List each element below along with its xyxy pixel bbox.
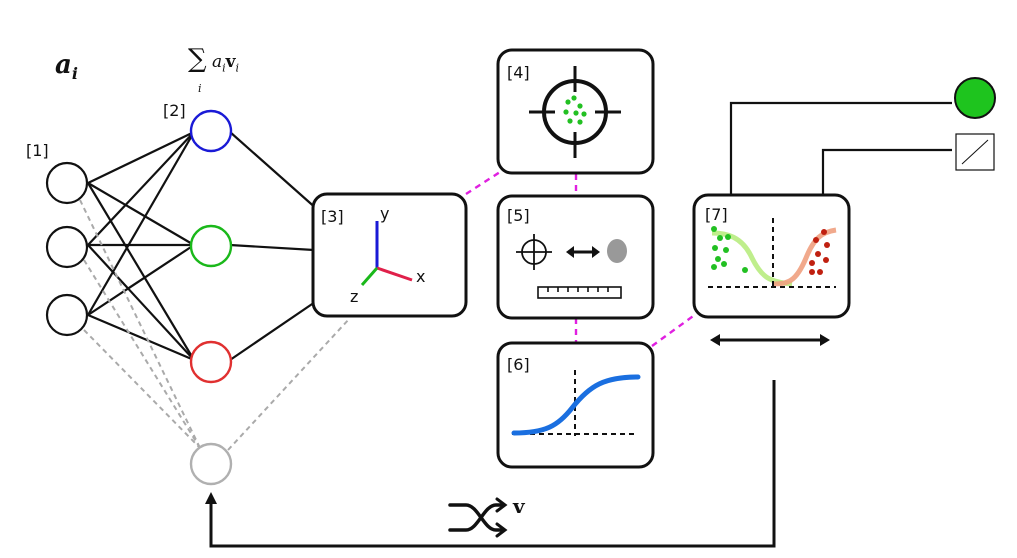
sum-symbol: ∑: [188, 44, 207, 74]
hidden-box3-connections: [229, 131, 319, 361]
hidden-node-red: [189, 340, 233, 384]
small-crosshair-icon: [516, 234, 552, 270]
range-double-arrow-icon: [710, 334, 830, 346]
activation-subscript: i: [71, 64, 78, 84]
sum-index: i: [198, 82, 202, 95]
crosshair-icon: [529, 66, 621, 158]
feedback-loop: [209, 380, 776, 548]
input-node-1: [45, 161, 89, 205]
step-label-7: [7]: [705, 205, 728, 224]
step-label-2: [2]: [163, 101, 186, 120]
activation-symbol: a: [55, 50, 72, 80]
classifier-axes: [708, 218, 836, 288]
sum-v-subscript: i: [235, 61, 240, 75]
double-arrow-icon: [566, 246, 600, 258]
gray-node-connections: [79, 199, 351, 451]
output-connectors: [729, 101, 952, 195]
axis-x-label: x: [416, 267, 425, 286]
axis-y-label: y: [380, 204, 389, 223]
step-label-4: [4]: [507, 63, 530, 82]
red-class-dots: [809, 229, 830, 275]
input-hidden-connections: [87, 131, 195, 362]
sum-a-subscript: i: [222, 61, 226, 75]
sum-v: v: [225, 52, 236, 72]
shuffle-vector-label: v: [513, 494, 525, 518]
axes-3d-icon: [360, 221, 413, 286]
step-label-1: [1]: [26, 141, 49, 160]
box-3-embedding: [311, 192, 468, 318]
hidden-node-green: [189, 224, 233, 268]
sum-a: a: [211, 52, 223, 72]
step-label-6: [6]: [507, 355, 530, 374]
shuffle-icon: [448, 497, 508, 538]
sum-label: ∑ aivi: [188, 44, 239, 74]
target-hits: [563, 95, 587, 125]
sigmoid-curve: [511, 374, 641, 436]
activation-label: ai: [55, 50, 78, 83]
input-node-3: [45, 293, 89, 337]
green-class-dots: [711, 226, 748, 273]
diagonal-box-output-icon: [955, 133, 995, 171]
step-label-5: [5]: [507, 206, 530, 225]
magenta-links: [465, 170, 697, 347]
green-dot-output-icon: [954, 77, 996, 119]
feedback-arrowhead: [205, 492, 217, 504]
hidden-node-blue: [189, 109, 233, 153]
ruler-icon: [537, 286, 622, 299]
axis-z-label: z: [350, 287, 358, 306]
hidden-node-gray: [189, 442, 233, 486]
gray-target-dot: [607, 239, 627, 263]
step-label-3: [3]: [321, 207, 344, 226]
green-decreasing-curve: [711, 230, 793, 287]
input-node-2: [45, 225, 89, 269]
